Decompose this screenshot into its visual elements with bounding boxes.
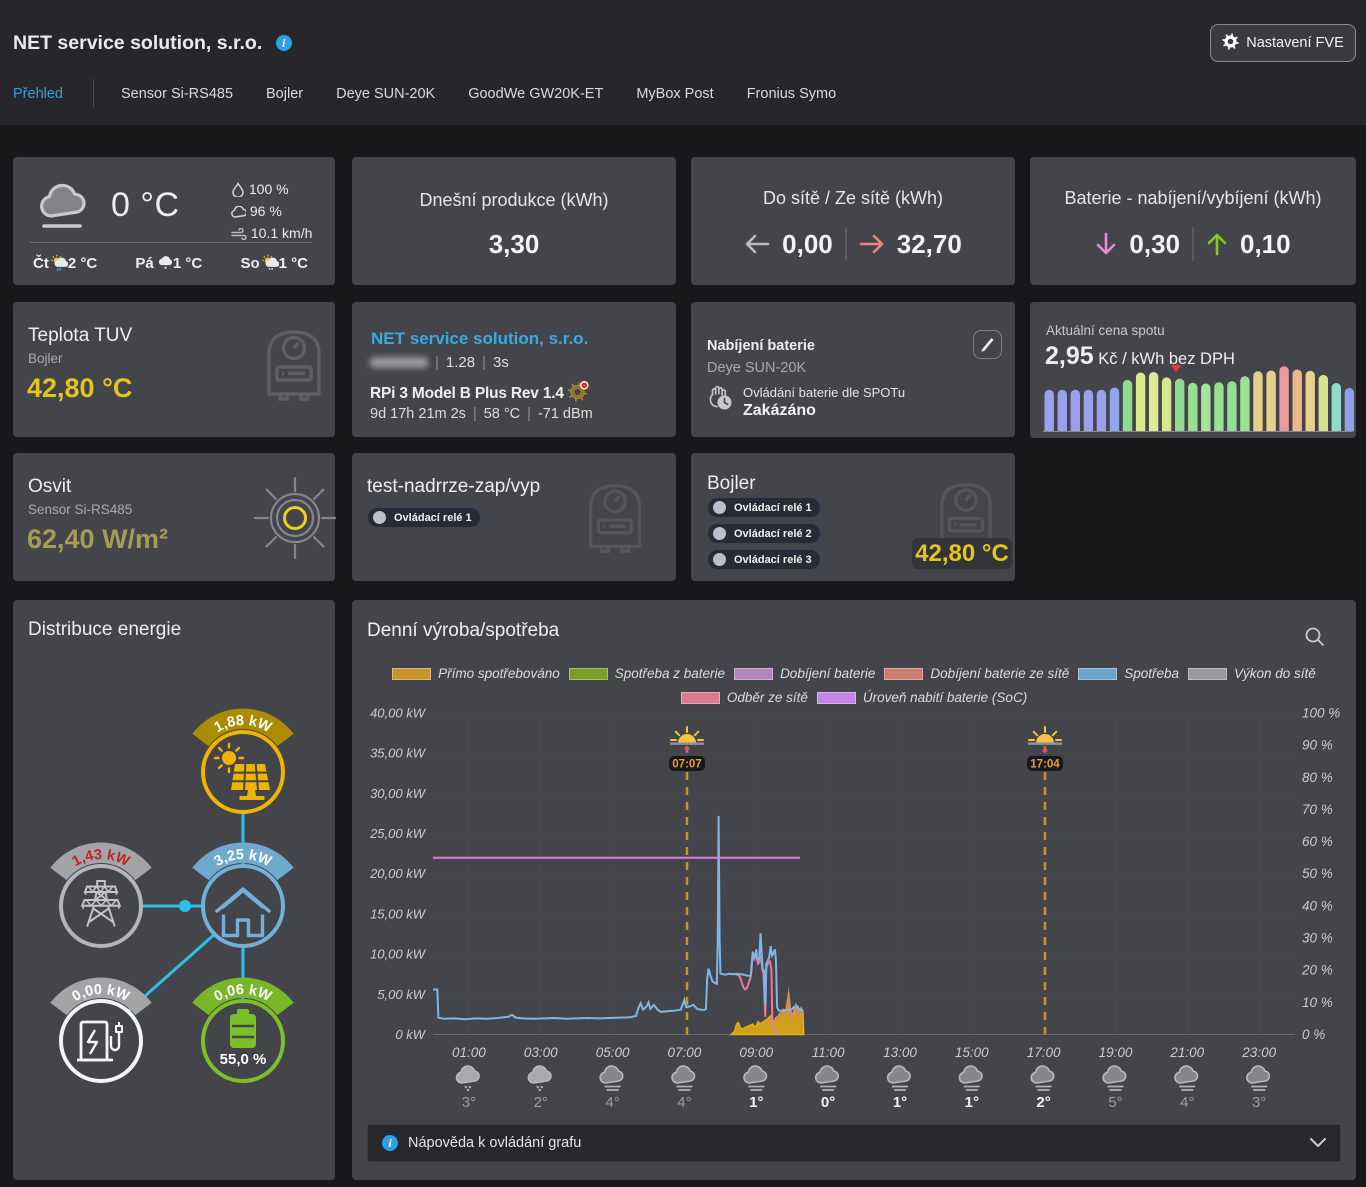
svg-text:1°: 1° xyxy=(965,1094,979,1111)
svg-text:13:00: 13:00 xyxy=(883,1045,917,1060)
svg-text:25,00 kW: 25,00 kW xyxy=(369,826,427,841)
svg-text:03:00: 03:00 xyxy=(524,1045,558,1060)
svg-text:3°: 3° xyxy=(1252,1094,1266,1111)
svg-text:21:00: 21:00 xyxy=(1169,1045,1204,1060)
svg-text:1°: 1° xyxy=(893,1094,907,1111)
svg-text:2°: 2° xyxy=(1036,1094,1050,1111)
svg-text:4°: 4° xyxy=(1180,1094,1194,1111)
svg-text:40 %: 40 % xyxy=(1302,898,1333,913)
svg-text:3°: 3° xyxy=(462,1094,476,1111)
svg-text:30 %: 30 % xyxy=(1302,931,1333,946)
svg-text:90 %: 90 % xyxy=(1302,738,1333,753)
svg-text:07:00: 07:00 xyxy=(668,1045,702,1060)
svg-text:17:04: 17:04 xyxy=(1030,759,1060,771)
svg-text:11:00: 11:00 xyxy=(812,1045,845,1060)
svg-text:100 %: 100 % xyxy=(1302,706,1340,721)
svg-text:4°: 4° xyxy=(605,1094,619,1111)
svg-text:17:00: 17:00 xyxy=(1027,1045,1061,1060)
svg-text:60 %: 60 % xyxy=(1302,834,1333,849)
svg-text:10 %: 10 % xyxy=(1302,995,1333,1010)
svg-text:35,00 kW: 35,00 kW xyxy=(370,746,427,761)
svg-text:40,00 kW: 40,00 kW xyxy=(370,706,427,721)
svg-text:5,00 kW: 5,00 kW xyxy=(377,987,426,1002)
svg-text:0°: 0° xyxy=(821,1094,835,1111)
svg-text:70 %: 70 % xyxy=(1302,802,1333,817)
svg-text:0 kW: 0 kW xyxy=(395,1027,426,1042)
svg-text:55,0 %: 55,0 % xyxy=(220,1051,267,1068)
svg-text:09:00: 09:00 xyxy=(739,1045,773,1060)
svg-text:50 %: 50 % xyxy=(1302,866,1333,881)
svg-text:20,00 kW: 20,00 kW xyxy=(369,866,427,881)
svg-text:20 %: 20 % xyxy=(1301,963,1333,978)
svg-text:5°: 5° xyxy=(1108,1094,1122,1111)
svg-text:10,00 kW: 10,00 kW xyxy=(370,947,427,962)
svg-text:15:00: 15:00 xyxy=(955,1045,989,1060)
svg-text:07:07: 07:07 xyxy=(672,759,701,771)
svg-text:30,00 kW: 30,00 kW xyxy=(370,786,427,801)
svg-text:4°: 4° xyxy=(677,1094,691,1111)
svg-text:19:00: 19:00 xyxy=(1099,1045,1133,1060)
svg-text:2°: 2° xyxy=(534,1094,548,1111)
svg-text:01:00: 01:00 xyxy=(452,1045,486,1060)
svg-text:1°: 1° xyxy=(749,1094,763,1111)
svg-text:23:00: 23:00 xyxy=(1241,1045,1276,1060)
svg-text:05:00: 05:00 xyxy=(596,1045,630,1060)
svg-text:0 %: 0 % xyxy=(1302,1027,1325,1042)
svg-text:15,00 kW: 15,00 kW xyxy=(370,906,427,921)
svg-text:80 %: 80 % xyxy=(1302,770,1333,785)
